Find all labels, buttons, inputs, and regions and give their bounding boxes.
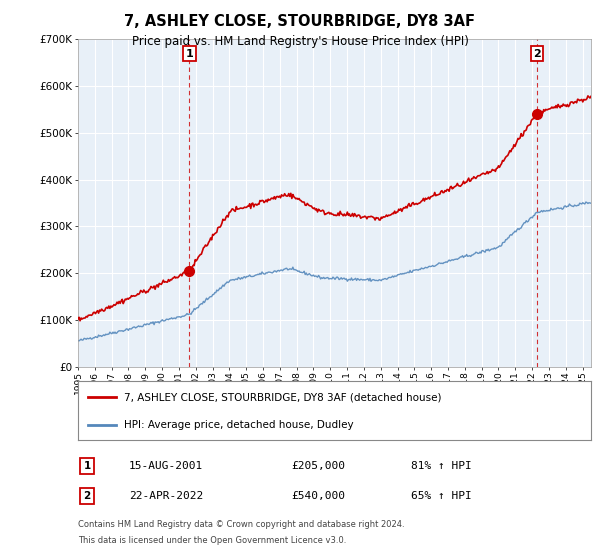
Text: 7, ASHLEY CLOSE, STOURBRIDGE, DY8 3AF: 7, ASHLEY CLOSE, STOURBRIDGE, DY8 3AF bbox=[125, 14, 476, 29]
Text: 1: 1 bbox=[185, 49, 193, 59]
Text: 22-APR-2022: 22-APR-2022 bbox=[129, 491, 203, 501]
Text: 81% ↑ HPI: 81% ↑ HPI bbox=[411, 461, 472, 471]
Text: 7, ASHLEY CLOSE, STOURBRIDGE, DY8 3AF (detached house): 7, ASHLEY CLOSE, STOURBRIDGE, DY8 3AF (d… bbox=[124, 392, 442, 402]
Text: 1: 1 bbox=[83, 461, 91, 471]
Text: 15-AUG-2001: 15-AUG-2001 bbox=[129, 461, 203, 471]
Text: £205,000: £205,000 bbox=[291, 461, 345, 471]
Text: 2: 2 bbox=[83, 491, 91, 501]
Text: This data is licensed under the Open Government Licence v3.0.: This data is licensed under the Open Gov… bbox=[78, 536, 346, 545]
Text: 65% ↑ HPI: 65% ↑ HPI bbox=[411, 491, 472, 501]
Text: £540,000: £540,000 bbox=[291, 491, 345, 501]
Text: Contains HM Land Registry data © Crown copyright and database right 2024.: Contains HM Land Registry data © Crown c… bbox=[78, 520, 404, 529]
Text: 2: 2 bbox=[533, 49, 541, 59]
Text: Price paid vs. HM Land Registry's House Price Index (HPI): Price paid vs. HM Land Registry's House … bbox=[131, 35, 469, 48]
Text: HPI: Average price, detached house, Dudley: HPI: Average price, detached house, Dudl… bbox=[124, 420, 354, 430]
